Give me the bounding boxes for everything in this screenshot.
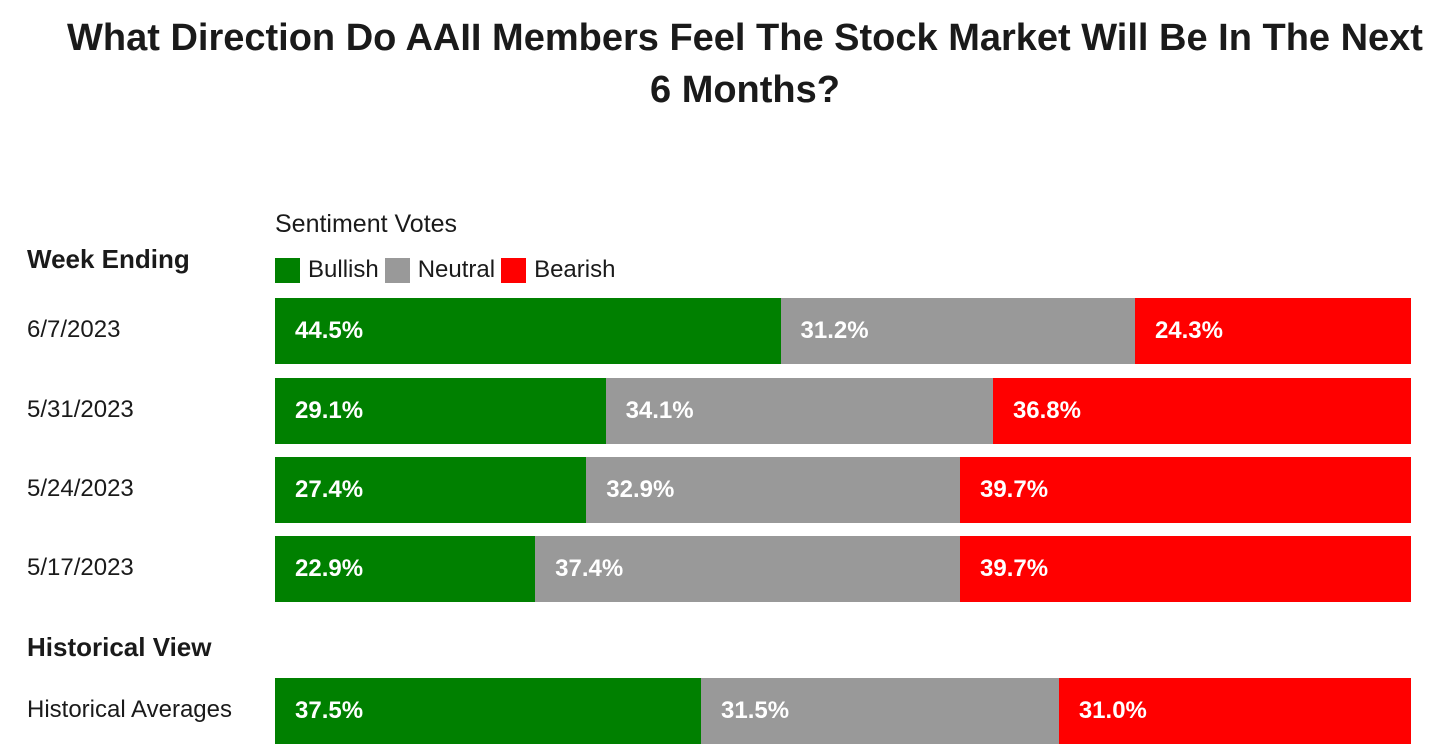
data-label: 24.3% [1154, 317, 1223, 344]
legend-swatch-neutral [384, 257, 410, 283]
bar-segment-bearish: 39.7% [960, 536, 1411, 602]
data-label: 27.4% [295, 476, 364, 503]
data-label: 29.1% [295, 397, 364, 424]
week-ending-header: Week Ending [27, 244, 190, 274]
legend-item-bearish: Bearish [501, 256, 615, 284]
stacked-bar: 44.5% 31.2% 24.3% [275, 298, 1411, 364]
row-label: 5/31/2023 [27, 396, 134, 423]
stacked-bar: 27.4% 32.9% 39.7% [275, 457, 1411, 523]
chart-title-line-1: What Direction Do AAII Members Feel The … [67, 17, 1423, 59]
bar-segment-bullish: 44.5% [275, 298, 781, 364]
data-label: 44.5% [295, 317, 364, 344]
bar-segment-bearish: 36.8% [992, 378, 1411, 444]
data-label: 31.0% [1078, 697, 1147, 724]
chart-title: What Direction Do AAII Members Feel The … [0, 12, 1456, 116]
legend-label-neutral: Neutral [417, 256, 496, 283]
bar-segment-neutral: 32.9% [586, 457, 960, 523]
legend-item-neutral: Neutral [384, 256, 496, 284]
legend-label-bullish: Bullish [308, 256, 379, 283]
data-label: 39.7% [980, 555, 1049, 582]
bar-segment-neutral: 31.2% [780, 298, 1135, 364]
bar-segment-bullish: 22.9% [275, 536, 536, 602]
legend-swatch-bearish [501, 257, 527, 283]
data-label: 32.9% [606, 476, 675, 503]
bar-segment-bearish: 39.7% [959, 457, 1411, 523]
data-label: 37.4% [555, 555, 624, 582]
data-label: 31.2% [800, 317, 869, 344]
bar-segment-neutral: 34.1% [605, 378, 993, 444]
data-label: 39.7% [979, 476, 1049, 503]
row-label: Historical Averages [27, 696, 232, 723]
bar-segment-neutral: 31.5% [701, 678, 1059, 744]
legend-title: Sentiment Votes [275, 210, 458, 238]
data-label: 22.9% [295, 555, 364, 582]
bar-segment-bearish: 24.3% [1134, 298, 1411, 364]
row-label: 5/17/2023 [27, 554, 134, 581]
legend-label-bearish: Bearish [534, 256, 616, 283]
bar-segment-neutral: 37.4% [535, 536, 960, 602]
stacked-bar: 22.9% 37.4% 39.7% [275, 536, 1411, 602]
legend-swatch-bullish [275, 257, 300, 283]
legend-item-bullish: Bullish [275, 256, 379, 284]
bar-segment-bearish: 31.0% [1058, 678, 1411, 744]
data-label: 37.5% [295, 697, 364, 724]
legend: Bullish Neutral Bearish [275, 256, 621, 284]
row-label: 6/7/2023 [27, 316, 121, 343]
row-label: 5/24/2023 [27, 475, 134, 502]
data-label: 31.5% [721, 697, 790, 724]
bar-segment-bullish: 37.5% [275, 678, 701, 744]
bar-segment-bullish: 29.1% [275, 378, 606, 444]
bar-segment-bullish: 27.4% [275, 457, 587, 523]
chart-title-line-2: 6 Months? [650, 69, 840, 111]
data-label: 36.8% [1012, 397, 1081, 424]
historical-view-header: Historical View [27, 632, 212, 662]
stacked-bar: 29.1% 34.1% 36.8% [275, 378, 1411, 444]
data-label: 34.1% [625, 397, 694, 424]
stacked-bar: 37.5% 31.5% 31.0% [275, 678, 1411, 744]
